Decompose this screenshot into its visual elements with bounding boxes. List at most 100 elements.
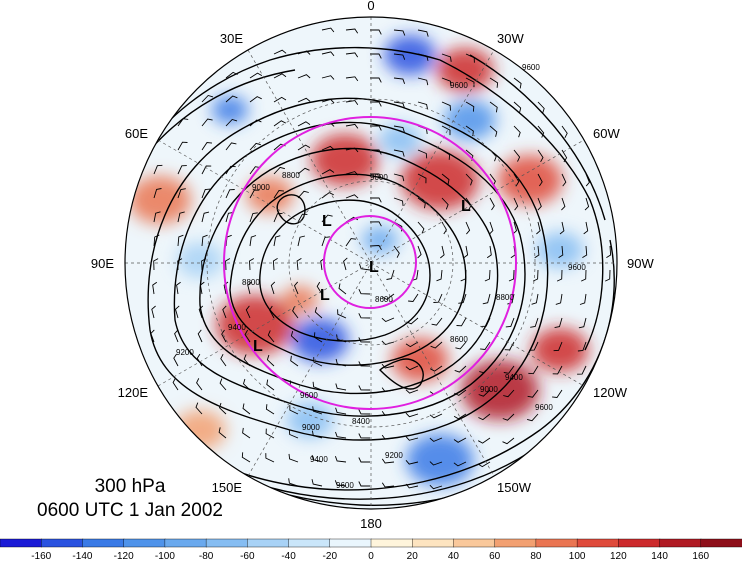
wind-barb xyxy=(537,197,542,211)
wind-barb xyxy=(431,317,443,326)
wind-barb xyxy=(537,125,545,138)
wind-barb xyxy=(393,125,405,133)
wind-barb xyxy=(177,188,186,199)
wind-barb xyxy=(177,234,184,247)
wind-barb xyxy=(458,293,467,304)
colorbar-box xyxy=(659,538,702,548)
contour-label: 9600 xyxy=(568,263,586,272)
wind-barb xyxy=(369,101,382,107)
wind-barb xyxy=(153,164,163,175)
wind-barb xyxy=(552,389,563,398)
wind-barb xyxy=(312,406,323,415)
colorbar-box xyxy=(82,538,125,548)
wind-barb xyxy=(321,145,335,151)
wind-barb xyxy=(369,173,382,179)
anomaly-blob xyxy=(536,232,584,268)
wind-barb xyxy=(172,377,179,391)
wind-barb xyxy=(296,258,302,271)
wind-barb xyxy=(225,165,236,175)
longitude-labels: 0 30W 60W 90W 120W 150W 180 150E 120E 90… xyxy=(91,0,655,531)
wind-barb xyxy=(334,456,347,463)
wind-barb xyxy=(530,317,539,328)
wind-barb xyxy=(273,73,287,79)
wind-barb xyxy=(417,101,429,110)
wind-barb xyxy=(176,281,181,295)
wind-barb xyxy=(370,77,382,83)
wind-barb xyxy=(582,245,588,258)
wind-barb xyxy=(486,245,492,259)
wind-barb xyxy=(297,121,311,127)
wind-barb xyxy=(489,77,499,88)
wind-barb xyxy=(534,245,540,259)
wind-barb xyxy=(321,75,335,80)
wind-barb xyxy=(605,269,611,282)
wind-barb xyxy=(321,51,335,57)
wind-barb xyxy=(297,190,309,199)
wind-barb xyxy=(513,77,522,89)
wind-barb xyxy=(584,197,590,211)
wind-barb xyxy=(489,125,498,137)
contour-label: 8600 xyxy=(375,295,393,304)
wind-barb xyxy=(417,173,427,184)
wind-barb xyxy=(417,77,429,86)
contour-label: 9600 xyxy=(535,403,553,412)
lon-label-150w: 150W xyxy=(497,480,532,495)
colorbar-box xyxy=(288,538,331,548)
wind-barb xyxy=(201,211,210,223)
anomaly-blob xyxy=(291,318,349,362)
anomaly-blob xyxy=(361,226,399,254)
anomaly-blob xyxy=(128,176,192,224)
wind-barb xyxy=(358,457,370,463)
wind-barb xyxy=(463,245,469,259)
wind-barb xyxy=(358,409,371,415)
wind-barb xyxy=(553,341,563,352)
colorbar-box xyxy=(535,538,578,548)
inner-reference-circle xyxy=(323,215,417,309)
wind-barb xyxy=(249,212,258,223)
wind-barb xyxy=(311,454,323,463)
lon-label-150e: 150E xyxy=(212,480,243,495)
colorbar-box xyxy=(618,538,661,548)
wind-barb xyxy=(297,235,306,247)
wind-barb xyxy=(358,481,370,487)
wind-barb xyxy=(581,269,587,282)
lon-label-0: 0 xyxy=(367,0,374,13)
wind-barb xyxy=(606,245,612,258)
contour-label: 9200 xyxy=(385,451,403,460)
wind-barb xyxy=(507,293,515,305)
contour-label: 9400 xyxy=(505,373,523,382)
wind-barb xyxy=(225,189,235,199)
wind-barb xyxy=(552,365,563,375)
wind-barb xyxy=(297,144,311,151)
wind-barb xyxy=(484,269,491,282)
wind-barb xyxy=(382,293,395,300)
wind-barb xyxy=(249,142,262,151)
low-marker: L xyxy=(322,213,332,230)
wind-barb xyxy=(393,197,404,207)
wind-barb xyxy=(273,212,283,223)
wind-barb xyxy=(174,329,179,343)
contour-label: 9000 xyxy=(480,385,498,394)
anomaly-blob xyxy=(461,360,539,420)
anomaly-blob xyxy=(246,177,294,213)
wind-barb xyxy=(221,329,227,343)
wind-barb xyxy=(297,74,311,79)
wind-barb xyxy=(393,77,406,84)
wind-barb xyxy=(417,29,429,37)
wind-barb xyxy=(297,167,310,175)
wind-barb xyxy=(273,235,281,247)
wind-barb xyxy=(526,413,539,422)
wind-barb xyxy=(393,29,406,36)
colorbar-tick-label: 40 xyxy=(448,551,460,561)
wind-barb xyxy=(537,149,544,163)
colorbar-tick-label: 100 xyxy=(569,551,586,561)
lon-label-120w: 120W xyxy=(593,385,628,400)
wind-barb xyxy=(152,281,158,295)
anomaly-blob xyxy=(176,242,224,278)
anomaly-blob xyxy=(211,96,249,124)
wind-barb xyxy=(343,257,348,271)
wind-barb xyxy=(393,245,400,258)
wind-barb xyxy=(561,173,567,187)
wind-barb xyxy=(249,235,257,247)
wind-barb xyxy=(512,221,518,235)
